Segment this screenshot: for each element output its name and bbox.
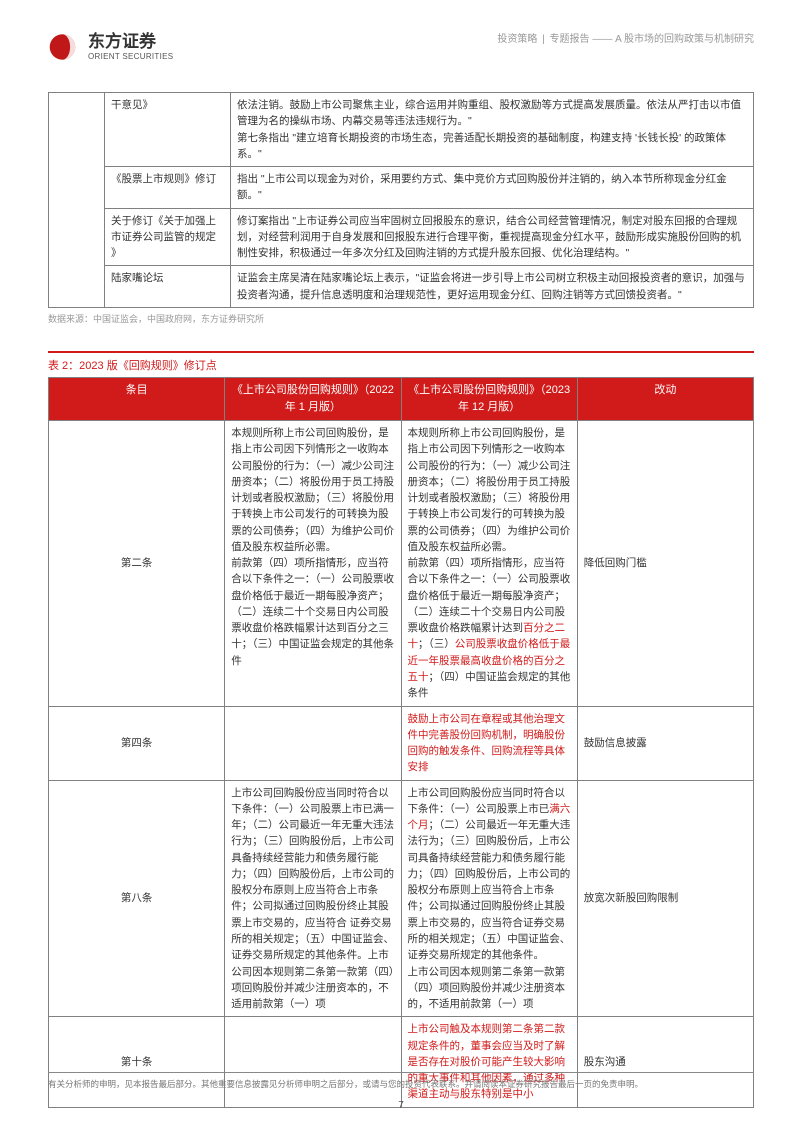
revision-comparison-table: 条目 《上市公司股份回购规则》（2022 年 1 月版） 《上市公司股份回购规则… — [48, 377, 754, 1108]
footer-disclaimer: 有关分析师的申明，见本报告最后部分。其他重要信息披露见分析师申明之后部分，或请与… — [48, 1072, 754, 1090]
table-row: 陆家嘴论坛证监会主席吴清在陆家嘴论坛上表示，"证监会将进一步引导上市公司树立积极… — [49, 266, 754, 308]
table2-title: 表 2：2023 版《回购规则》修订点 — [48, 351, 754, 377]
logo: 东方证券 ORIENT SECURITIES — [48, 30, 173, 64]
header-cat1: 投资策略 — [497, 34, 537, 45]
table-row: 《股票上市规则》修订指出 "上市公司以现金为对价，采用要约方式、集中竞价方式回购… — [49, 167, 754, 209]
change-summary: 降低回购门槛 — [577, 421, 753, 707]
header-title: A 股市场的回购政策与机制研究 — [615, 34, 754, 45]
table-row: 第二条本规则所称上市公司回购股份，是指上市公司因下列情形之一收购本公司股份的行为… — [49, 421, 754, 707]
change-summary: 鼓励信息披露 — [577, 706, 753, 780]
new-version-text: 上市公司回购股份应当同时符合以下条件：（一）公司股票上市已满六个月；（二）公司最… — [401, 780, 577, 1017]
policy-content: 依法注销。鼓励上市公司聚焦主业，综合运用并购重组、股权激励等方式提高发展质量。依… — [231, 93, 754, 167]
article-number: 第四条 — [49, 706, 225, 780]
old-version-text — [225, 706, 401, 780]
policy-table: 干意见》依法注销。鼓励上市公司聚焦主业，综合运用并购重组、股权激励等方式提高发展… — [48, 92, 754, 308]
table2-head-4: 改动 — [577, 377, 753, 420]
page-footer: 有关分析师的申明，见本报告最后部分。其他重要信息披露见分析师申明之后部分，或请与… — [48, 1072, 754, 1111]
policy-name: 关于修订《关于加强上市证券公司监管的规定 》 — [105, 208, 231, 266]
policy-content: 证监会主席吴清在陆家嘴论坛上表示，"证监会将进一步引导上市公司树立积极主动回报投… — [231, 266, 754, 308]
old-version-text: 上市公司回购股份应当同时符合以下条件：（一）公司股票上市已满一年；（二）公司最近… — [225, 780, 401, 1017]
policy-name: 干意见》 — [105, 93, 231, 167]
new-version-text: 鼓励上市公司在章程或其他治理文件中完善股份回购机制，明确股份回购的触发条件、回购… — [401, 706, 577, 780]
table1-col1 — [49, 93, 105, 308]
logo-text-cn: 东方证券 — [88, 33, 173, 52]
article-number: 第二条 — [49, 421, 225, 707]
table-row: 第八条上市公司回购股份应当同时符合以下条件：（一）公司股票上市已满一年；（二）公… — [49, 780, 754, 1017]
article-number: 第八条 — [49, 780, 225, 1017]
policy-content: 修订案指出 "上市证券公司应当牢固树立回报股东的意识，结合公司经营管理情况，制定… — [231, 208, 754, 266]
page-number: 7 — [48, 1100, 754, 1111]
policy-name: 《股票上市规则》修订 — [105, 167, 231, 209]
old-version-text: 本规则所称上市公司回购股份，是指上市公司因下列情形之一收购本公司股份的行为：（一… — [225, 421, 401, 707]
table1-source: 数据来源：中国证监会，中国政府网，东方证券研究所 — [48, 312, 754, 325]
table2-head-1: 条目 — [49, 377, 225, 420]
change-summary: 放宽次新股回购限制 — [577, 780, 753, 1017]
policy-name: 陆家嘴论坛 — [105, 266, 231, 308]
header-breadcrumb: 投资策略 | 专题报告 —— A 股市场的回购政策与机制研究 — [497, 30, 754, 45]
table2-head-3: 《上市公司股份回购规则》（2023 年 12 月版） — [401, 377, 577, 420]
logo-text-en: ORIENT SECURITIES — [88, 52, 173, 61]
new-version-text: 本规则所称上市公司回购股份，是指上市公司因下列情形之一收购本公司股份的行为：（一… — [401, 421, 577, 707]
page-header: 东方证券 ORIENT SECURITIES 投资策略 | 专题报告 —— A … — [48, 30, 754, 64]
policy-content: 指出 "上市公司以现金为对价，采用要约方式、集中竞价方式回购股份并注销的，纳入本… — [231, 167, 754, 209]
table-row: 第四条 鼓励上市公司在章程或其他治理文件中完善股份回购机制，明确股份回购的触发条件… — [49, 706, 754, 780]
table-row: 关于修订《关于加强上市证券公司监管的规定 》修订案指出 "上市证券公司应当牢固树… — [49, 208, 754, 266]
header-cat2: 专题报告 — [550, 34, 590, 45]
table-row: 干意见》依法注销。鼓励上市公司聚焦主业，综合运用并购重组、股权激励等方式提高发展… — [49, 93, 754, 167]
orient-securities-logo-icon — [48, 30, 82, 64]
table2-head-2: 《上市公司股份回购规则》（2022 年 1 月版） — [225, 377, 401, 420]
